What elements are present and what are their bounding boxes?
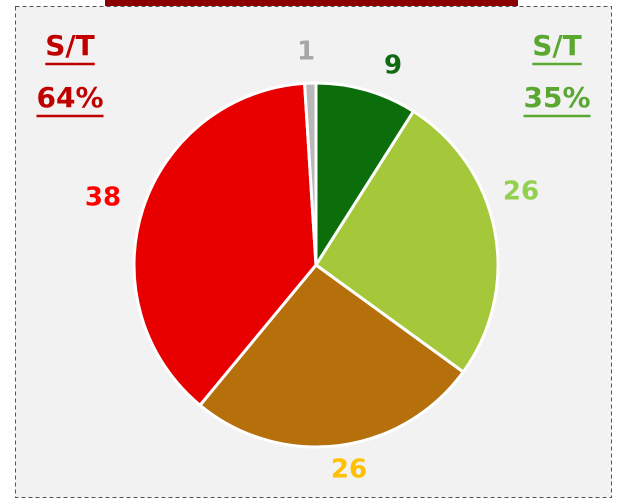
pie-slice (132, 81, 318, 408)
data-label: 9 (384, 51, 402, 81)
pie-slice (197, 262, 466, 449)
header-bar (105, 0, 518, 6)
pie-slice (313, 109, 500, 375)
annotation: 35% (523, 81, 590, 114)
annotation: S/T (532, 29, 582, 62)
data-label: 26 (331, 455, 367, 485)
pie-slice (314, 81, 416, 271)
annotation: S/T (45, 29, 95, 62)
data-label: 1 (297, 37, 315, 67)
data-label: 38 (85, 183, 121, 213)
annotation: 64% (36, 81, 103, 114)
data-label: 26 (503, 177, 539, 207)
pie-slice (302, 81, 318, 266)
